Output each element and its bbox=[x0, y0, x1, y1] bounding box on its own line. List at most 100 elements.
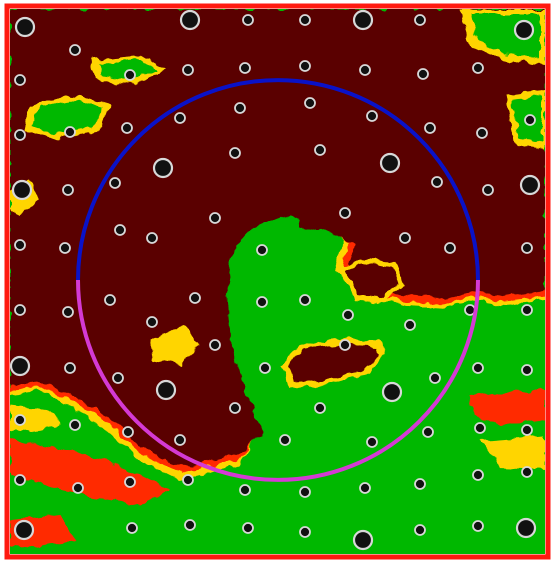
station-marker-small[interactable] bbox=[64, 126, 76, 138]
station-marker-small[interactable] bbox=[521, 242, 533, 254]
station-marker-small[interactable] bbox=[59, 242, 71, 254]
station-marker-small[interactable] bbox=[174, 112, 186, 124]
station-marker-small[interactable] bbox=[476, 127, 488, 139]
station-marker-small[interactable] bbox=[521, 424, 533, 436]
station-marker-small[interactable] bbox=[366, 110, 378, 122]
station-marker-large[interactable] bbox=[179, 9, 201, 31]
station-marker-small[interactable] bbox=[422, 426, 434, 438]
station-marker-small[interactable] bbox=[444, 242, 456, 254]
station-marker-small[interactable] bbox=[146, 316, 158, 328]
station-marker-small[interactable] bbox=[256, 244, 268, 256]
station-marker-small[interactable] bbox=[472, 520, 484, 532]
station-marker-large[interactable] bbox=[513, 19, 535, 41]
station-marker-small[interactable] bbox=[62, 184, 74, 196]
station-marker-large[interactable] bbox=[379, 152, 401, 174]
station-marker-small[interactable] bbox=[299, 14, 311, 26]
station-marker-small[interactable] bbox=[14, 304, 26, 316]
station-marker-small[interactable] bbox=[239, 484, 251, 496]
station-marker-small[interactable] bbox=[279, 434, 291, 446]
station-marker-small[interactable] bbox=[209, 339, 221, 351]
station-marker-small[interactable] bbox=[521, 304, 533, 316]
station-marker-small[interactable] bbox=[472, 469, 484, 481]
station-marker-large[interactable] bbox=[13, 519, 35, 541]
station-marker-large[interactable] bbox=[519, 174, 541, 196]
station-marker-small[interactable] bbox=[304, 97, 316, 109]
station-marker-small[interactable] bbox=[399, 232, 411, 244]
station-marker-small[interactable] bbox=[314, 402, 326, 414]
station-marker-small[interactable] bbox=[429, 372, 441, 384]
station-marker-small[interactable] bbox=[14, 74, 26, 86]
station-marker-small[interactable] bbox=[69, 44, 81, 56]
station-marker-small[interactable] bbox=[14, 414, 26, 426]
station-marker-small[interactable] bbox=[431, 176, 443, 188]
station-marker-small[interactable] bbox=[184, 519, 196, 531]
station-marker-small[interactable] bbox=[109, 177, 121, 189]
station-marker-small[interactable] bbox=[14, 239, 26, 251]
station-marker-small[interactable] bbox=[114, 224, 126, 236]
station-marker-small[interactable] bbox=[404, 319, 416, 331]
station-marker-small[interactable] bbox=[342, 309, 354, 321]
station-marker-small[interactable] bbox=[259, 362, 271, 374]
station-marker-small[interactable] bbox=[146, 232, 158, 244]
station-marker-small[interactable] bbox=[122, 426, 134, 438]
station-marker-small[interactable] bbox=[299, 60, 311, 72]
station-marker-small[interactable] bbox=[472, 362, 484, 374]
station-marker-small[interactable] bbox=[104, 294, 116, 306]
station-marker-small[interactable] bbox=[299, 294, 311, 306]
station-marker-small[interactable] bbox=[239, 62, 251, 74]
station-marker-small[interactable] bbox=[472, 62, 484, 74]
station-marker-small[interactable] bbox=[234, 102, 246, 114]
station-marker-small[interactable] bbox=[229, 402, 241, 414]
station-marker-small[interactable] bbox=[64, 362, 76, 374]
wet-patches bbox=[10, 10, 545, 365]
station-marker-small[interactable] bbox=[124, 69, 136, 81]
station-marker-small[interactable] bbox=[299, 486, 311, 498]
station-marker-small[interactable] bbox=[182, 474, 194, 486]
station-marker-large[interactable] bbox=[352, 9, 374, 31]
station-marker-small[interactable] bbox=[359, 64, 371, 76]
station-marker-small[interactable] bbox=[112, 372, 124, 384]
station-marker-small[interactable] bbox=[182, 64, 194, 76]
station-marker-small[interactable] bbox=[482, 184, 494, 196]
station-marker-small[interactable] bbox=[339, 339, 351, 351]
station-marker-small[interactable] bbox=[521, 364, 533, 376]
station-marker-large[interactable] bbox=[155, 379, 177, 401]
station-marker-small[interactable] bbox=[121, 122, 133, 134]
dry-area bbox=[10, 9, 545, 480]
station-marker-small[interactable] bbox=[209, 212, 221, 224]
station-marker-small[interactable] bbox=[366, 436, 378, 448]
station-marker-small[interactable] bbox=[524, 114, 536, 126]
station-marker-small[interactable] bbox=[339, 207, 351, 219]
station-marker-large[interactable] bbox=[14, 16, 36, 38]
station-marker-small[interactable] bbox=[174, 434, 186, 446]
station-marker-small[interactable] bbox=[72, 482, 84, 494]
station-marker-small[interactable] bbox=[69, 419, 81, 431]
station-marker-small[interactable] bbox=[424, 122, 436, 134]
station-marker-small[interactable] bbox=[242, 14, 254, 26]
station-marker-small[interactable] bbox=[414, 478, 426, 490]
station-marker-large[interactable] bbox=[152, 157, 174, 179]
station-marker-large[interactable] bbox=[10, 355, 31, 377]
station-marker-small[interactable] bbox=[229, 147, 241, 159]
station-marker-large[interactable] bbox=[515, 517, 537, 539]
station-marker-small[interactable] bbox=[124, 476, 136, 488]
station-marker-small[interactable] bbox=[256, 296, 268, 308]
station-marker-small[interactable] bbox=[14, 129, 26, 141]
station-marker-small[interactable] bbox=[299, 526, 311, 538]
station-marker-small[interactable] bbox=[417, 68, 429, 80]
station-marker-small[interactable] bbox=[242, 522, 254, 534]
station-marker-small[interactable] bbox=[521, 466, 533, 478]
station-marker-small[interactable] bbox=[126, 522, 138, 534]
station-marker-large[interactable] bbox=[381, 381, 403, 403]
station-marker-small[interactable] bbox=[474, 422, 486, 434]
station-marker-small[interactable] bbox=[62, 306, 74, 318]
station-marker-small[interactable] bbox=[414, 14, 426, 26]
station-marker-large[interactable] bbox=[352, 529, 374, 551]
station-marker-large[interactable] bbox=[11, 179, 33, 201]
station-marker-small[interactable] bbox=[414, 524, 426, 536]
station-marker-small[interactable] bbox=[14, 474, 26, 486]
station-marker-small[interactable] bbox=[314, 144, 326, 156]
station-marker-small[interactable] bbox=[189, 292, 201, 304]
station-marker-small[interactable] bbox=[359, 482, 371, 494]
